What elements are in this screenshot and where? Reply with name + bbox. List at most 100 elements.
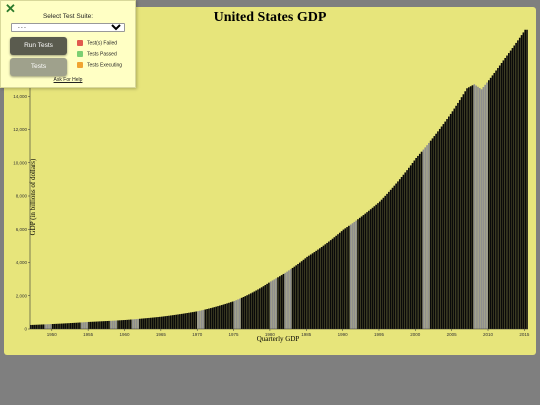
x-tick-label: 1995 [374, 332, 385, 337]
gdp-bar [68, 323, 70, 329]
gdp-bar [277, 277, 279, 329]
gdp-bar [362, 215, 365, 329]
gdp-bar [431, 138, 434, 329]
gdp-bar [248, 294, 250, 329]
gdp-bar [355, 220, 357, 329]
legend-failed-label: Test(s) Failed [87, 40, 118, 47]
x-tick-label: 1970 [192, 332, 203, 337]
chart-title: United States GDP [213, 10, 327, 25]
gdp-bar [102, 321, 105, 329]
gdp-bar [502, 60, 505, 330]
run-tests-button[interactable]: Run Tests [10, 37, 67, 55]
gdp-bar [259, 288, 261, 329]
gdp-bar [284, 272, 287, 329]
x-tick-label: 2015 [519, 332, 530, 337]
gdp-bar [111, 320, 114, 329]
gdp-bar [286, 271, 288, 329]
gdp-bar [82, 322, 85, 329]
gdp-bar [326, 242, 328, 329]
gdp-bar [298, 262, 301, 329]
gdp-bar [364, 213, 367, 329]
gdp-bar [153, 317, 156, 329]
gdp-bar [460, 97, 463, 330]
gdp-bar [179, 314, 181, 329]
gdp-bar [189, 312, 192, 329]
gdp-bar [84, 322, 87, 329]
gdp-bar [42, 324, 45, 329]
gdp-bar [268, 282, 270, 329]
gdp-bar [124, 319, 127, 329]
gdp-bar [200, 310, 203, 329]
gdp-bar [39, 324, 41, 329]
gdp-bar [195, 311, 198, 329]
gdp-bar [51, 324, 54, 329]
gdp-bar [269, 281, 272, 329]
gdp-bar [488, 80, 490, 329]
x-tick-label: 1960 [120, 332, 131, 337]
y-tick-label: 6,000 [16, 227, 28, 232]
gdp-bar [151, 317, 154, 329]
gdp-bar [438, 128, 441, 329]
gdp-bar [446, 119, 448, 329]
gdp-bar [231, 301, 234, 329]
gdp-bar [197, 311, 199, 329]
gdp-bar [426, 145, 428, 329]
gdp-bar [469, 86, 472, 329]
gdp-bar [380, 199, 383, 329]
gdp-bar [391, 187, 394, 329]
executing-swatch [77, 62, 83, 68]
gdp-bar [160, 316, 163, 329]
gdp-bar [155, 317, 158, 329]
gdp-bar [215, 306, 218, 329]
gdp-bar [89, 321, 92, 329]
gdp-bar [418, 153, 421, 329]
y-tick-label: 10,000 [13, 160, 27, 165]
failed-swatch [77, 40, 83, 46]
tests-button[interactable]: Tests [10, 58, 67, 76]
gdp-bar [40, 324, 43, 329]
gdp-bar [126, 319, 128, 329]
gdp-bar [117, 320, 119, 329]
gdp-bar [408, 167, 410, 329]
gdp-bar [495, 70, 497, 329]
gdp-bar [135, 319, 138, 329]
gdp-bar [168, 315, 170, 329]
gdp-bar [404, 172, 407, 329]
gdp-bar [166, 315, 168, 329]
gdp-bar [280, 275, 283, 329]
gdp-bar [131, 319, 134, 329]
gdp-bar [422, 149, 425, 329]
gdp-bar [315, 250, 317, 329]
bars-layer [30, 29, 528, 330]
legend-passed-label: Tests Passed [87, 51, 117, 58]
y-tick-label: 14,000 [13, 94, 27, 99]
gdp-bar [46, 324, 48, 329]
panel-title: Select Test Suite: [42, 13, 94, 20]
ask-for-help-link[interactable]: Ask For Help [53, 77, 83, 83]
gdp-bar [386, 193, 388, 329]
gdp-bar [157, 317, 159, 329]
gdp-bar [255, 290, 258, 329]
y-tick-label: 8,000 [16, 194, 28, 199]
x-axis-label: Quarterly GDP [257, 335, 300, 343]
gdp-bar [437, 131, 439, 329]
gdp-bar [484, 84, 487, 329]
y-tick-label: 4,000 [16, 260, 28, 265]
y-tick-label: 2,000 [16, 293, 28, 298]
gdp-bar [122, 320, 125, 329]
gdp-bar [338, 232, 341, 329]
gdp-bar [389, 189, 392, 329]
close-icon[interactable]: ✕ [5, 1, 16, 16]
gdp-bar [228, 302, 230, 329]
x-tick-label: 1950 [47, 332, 58, 337]
gdp-bar [44, 324, 47, 329]
gdp-bar [188, 312, 190, 329]
x-tick-label: 2005 [447, 332, 458, 337]
test-suite-select[interactable]: - - - [11, 23, 125, 32]
gdp-bar [297, 263, 299, 329]
gdp-bar [275, 278, 277, 329]
gdp-bar [515, 42, 517, 330]
gdp-bar [171, 315, 174, 329]
gdp-bar [509, 50, 512, 329]
gdp-bar [448, 116, 450, 329]
